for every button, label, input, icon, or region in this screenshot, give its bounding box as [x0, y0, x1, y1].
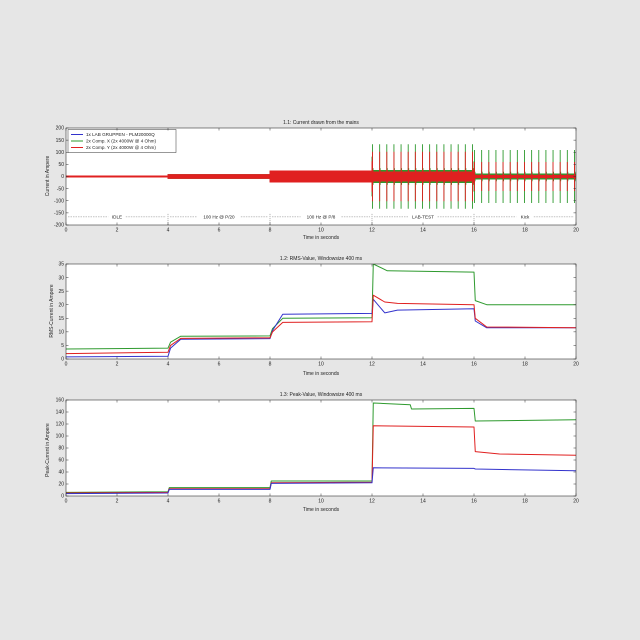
panel-peak-ylabel: Peak-Current in Ampere	[45, 423, 51, 477]
panel-current: 1.1: Current drawn from the mains IDLE 10…	[45, 120, 579, 241]
panel-peak-ytick-label-6: 120	[56, 422, 65, 428]
panel-rms-xtick-label-0: 0	[65, 362, 68, 368]
panel-rms-xtick-label-8: 16	[471, 362, 477, 368]
segment-label-1: 100 Hz @ P/20	[203, 214, 235, 219]
panel-current-ytick-label-2: -100	[54, 198, 64, 204]
panel-rms-xtick-label-2: 4	[167, 362, 170, 368]
panel-current-ytick-label-5: 50	[58, 162, 64, 168]
panel-peak-ytick-label-8: 160	[56, 398, 65, 404]
panel-current-xtick-label-4: 8	[269, 228, 272, 234]
panel-rms-ytick-label-2: 10	[58, 330, 64, 336]
panel-peak-ytick-label-3: 60	[58, 458, 64, 464]
panel-current-data	[66, 144, 576, 209]
panel-current-title: 1.1: Current drawn from the mains	[283, 120, 359, 126]
panel-current-ylabel: Current in Ampere	[45, 155, 51, 196]
panel-peak-ytick-label-0: 0	[61, 494, 64, 500]
panel-peak-xtick-label-3: 6	[218, 499, 221, 505]
panel-peak-xtick-label-10: 20	[573, 499, 579, 505]
panel-peak-xtick-label-2: 4	[167, 499, 170, 505]
panel-current-xtick-label-10: 20	[573, 228, 579, 234]
panel-current-xtick-label-0: 0	[65, 228, 68, 234]
panel-rms-xtick-label-5: 10	[318, 362, 324, 368]
panel-rms-xtick-label-1: 2	[116, 362, 119, 368]
panel-peak-ytick-label-1: 20	[58, 482, 64, 488]
panel-peak-title: 1.3: Peak-Value, Windowsize 400 ms	[280, 392, 363, 398]
panel-rms-ytick-label-5: 25	[58, 289, 64, 295]
panel-peak-ytick-label-4: 80	[58, 446, 64, 452]
legend-box	[67, 129, 177, 153]
segment-label-3: LAB-TEST	[412, 214, 434, 219]
panel-rms-xtick-label-10: 20	[573, 362, 579, 368]
legend-entry-1: 2x Comp. X (2x 4000W @ 4 Ohm)	[86, 139, 156, 144]
segment-label-0: IDLE	[112, 214, 122, 219]
panel-rms-xtick-label-6: 12	[369, 362, 375, 368]
panel-rms-xtick-label-9: 18	[522, 362, 528, 368]
panel-current-ytick-label-0: -200	[54, 223, 64, 229]
panel-current-xtick-label-1: 2	[116, 228, 119, 234]
panel-current-xlabel: Time in seconds	[303, 235, 340, 241]
series-2-current-trace	[66, 151, 576, 202]
panel-rms-data	[66, 264, 576, 358]
panel-peak: 1.3: Peak-Value, Windowsize 400 ms 0 2 4 6 8…	[45, 392, 579, 513]
panel-rms-xtick-label-3: 6	[218, 362, 221, 368]
panel-peak-data	[66, 402, 576, 495]
panel-rms-series-line-0	[66, 264, 576, 350]
panel-current-ytick-label-4: 0	[61, 174, 64, 180]
panel-peak-xtick-label-6: 12	[369, 499, 375, 505]
panel-current-ytick-label-1: -150	[54, 211, 64, 217]
panel-rms-xtick-label-4: 8	[269, 362, 272, 368]
panel-rms-ylabel: RMS-Current in Ampere	[49, 284, 55, 338]
panel-peak-xtick-label-5: 10	[318, 499, 324, 505]
panel-current-xtick-label-3: 6	[218, 228, 221, 234]
panel-rms-ytick-label-1: 5	[61, 343, 64, 349]
panel-current-xtick-label-8: 16	[471, 228, 477, 234]
panel-rms-ytick-label-4: 20	[58, 302, 64, 308]
segment-label-4: Kick	[521, 214, 530, 219]
panel-rms-series-line-2	[66, 294, 576, 355]
panel-rms: 1.2: RMS-Value, Windowsize 400 ms 0 2 4 6 8 1…	[49, 256, 579, 377]
panel-rms-xlabel: Time in seconds	[303, 371, 340, 377]
panel-rms-title: 1.2: RMS-Value, Windowsize 400 ms	[280, 256, 363, 262]
panel-peak-ytick-label-7: 140	[56, 410, 65, 416]
panel-current-xtick-label-7: 14	[420, 228, 426, 234]
panel-current-xtick-label-6: 12	[369, 228, 375, 234]
panel-peak-series-line-2	[66, 467, 576, 495]
panel-current-xtick-label-5: 10	[318, 228, 324, 234]
panel-rms-ytick-label-7: 35	[58, 262, 64, 268]
legend: 1x LAB GRUPPEN - PLM20000Q 2x Comp. X (2x…	[67, 129, 177, 153]
panel-rms-plot-area	[66, 264, 576, 359]
panel-current-ytick-label-6: 100	[56, 150, 65, 156]
panel-peak-xtick-label-8: 16	[471, 499, 477, 505]
panel-rms-plot: 0 2 4 6 8 10 12 14 16 18 20 0 5 10 15 20 25 30 35	[58, 262, 579, 368]
panel-peak-plot-area	[66, 400, 576, 496]
panel-rms-ytick-label-6: 30	[58, 275, 64, 281]
legend-entry-0: 1x LAB GRUPPEN - PLM20000Q	[86, 132, 155, 137]
segment-label-2: 100 Hz @ P/8	[307, 214, 336, 219]
panel-peak-plot: 0 2 4 6 8 10 12 14 16 18 20 0 20 40 60 80 100 120 140 160	[56, 398, 579, 505]
panel-current-ytick-label-7: 150	[56, 138, 65, 144]
panel-peak-ytick-label-2: 40	[58, 470, 64, 476]
panel-current-ytick-label-3: -50	[57, 186, 64, 192]
panel-current-plot: IDLE 100 Hz @ P/20 100 Hz @ P/8 LAB-TEST Kic…	[54, 126, 579, 234]
panel-rms-ytick-label-0: 0	[61, 357, 64, 363]
panel-peak-xlabel: Time in seconds	[303, 507, 340, 513]
panel-current-xtick-label-9: 18	[522, 228, 528, 234]
panel-peak-ytick-label-5: 100	[56, 434, 65, 440]
panel-peak-xtick-label-9: 18	[522, 499, 528, 505]
legend-entry-2: 2x Comp. Y (2x 4000W @ 4 Ohm)	[86, 145, 156, 150]
panel-current-ytick-label-8: 200	[56, 126, 65, 132]
panel-peak-xtick-label-0: 0	[65, 499, 68, 505]
panel-rms-ytick-label-3: 15	[58, 316, 64, 322]
panel-rms-xtick-label-7: 14	[420, 362, 426, 368]
panel-current-xtick-label-2: 4	[167, 228, 170, 234]
panel-peak-xtick-label-1: 2	[116, 499, 119, 505]
panel-peak-xtick-label-4: 8	[269, 499, 272, 505]
panel-peak-xtick-label-7: 14	[420, 499, 426, 505]
